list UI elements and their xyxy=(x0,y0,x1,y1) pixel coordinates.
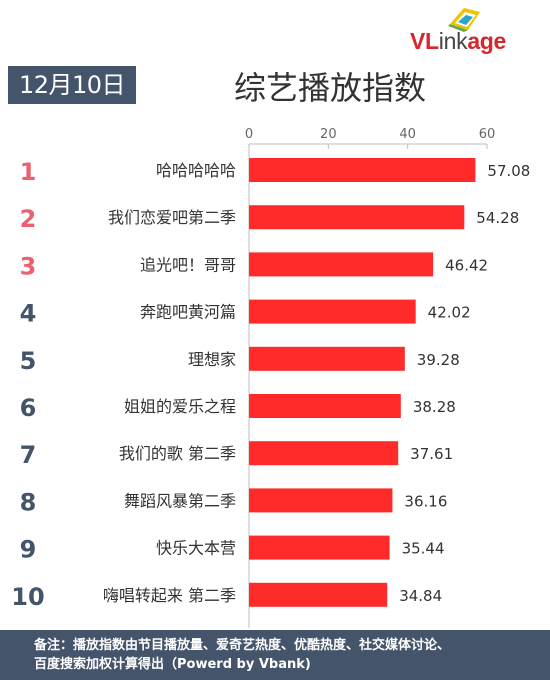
logo-mark-icon xyxy=(448,8,480,32)
value-label: 37.61 xyxy=(410,445,453,463)
bar-chart: 0 20 40 60 1 哈哈哈哈哈 57.08 2 我们恋爱吧第二季 54.28 3 追光吧！哥哥 4… xyxy=(11,127,530,628)
value-label: 38.28 xyxy=(413,398,456,416)
bar xyxy=(249,582,388,607)
x-tick-label: 0 xyxy=(245,127,253,142)
rank-number: 4 xyxy=(20,300,37,328)
rank-number: 8 xyxy=(20,488,37,516)
rank-number: 5 xyxy=(20,347,37,375)
vlinkage-logo: VLinkage xyxy=(408,6,544,56)
category-label: 姐姐的爱乐之程 xyxy=(124,397,236,416)
date-badge: 12月10日 xyxy=(8,66,136,104)
footer-line-2: 百度搜索加权计算得出（Powerd by Vbank) xyxy=(34,657,311,672)
rank-number: 6 xyxy=(20,394,37,422)
bar xyxy=(249,535,390,560)
bar xyxy=(249,158,476,182)
rank-number: 3 xyxy=(20,252,37,280)
x-tick-label: 60 xyxy=(479,127,496,142)
logo-brand-gray: ink xyxy=(438,28,468,54)
category-label: 哈哈哈哈哈 xyxy=(156,161,236,180)
logo-brand-tail: age xyxy=(467,28,507,54)
logo-brand-red: VL xyxy=(410,28,439,54)
footer-line-1: 备注：播放指数由节目播放量、爱奇艺热度、优酷热度、社交媒体讨论、 xyxy=(34,638,451,653)
logo-wordmark: VLinkage xyxy=(410,28,506,55)
value-label: 46.42 xyxy=(445,256,488,274)
category-label: 快乐大本营 xyxy=(156,539,236,558)
value-label: 35.44 xyxy=(402,540,445,558)
bar xyxy=(249,441,399,466)
value-label: 57.08 xyxy=(487,162,530,180)
category-label: 我们恋爱吧第二季 xyxy=(108,208,236,227)
category-label: 我们的歌 第二季 xyxy=(119,444,236,463)
rank-number: 7 xyxy=(20,441,37,469)
footer-note: 备注：播放指数由节目播放量、爱奇艺热度、优酷热度、社交媒体讨论、 百度搜索加权计… xyxy=(0,630,550,680)
rank-number: 1 xyxy=(20,158,37,186)
value-label: 42.02 xyxy=(428,304,471,322)
bar xyxy=(249,252,434,277)
bar xyxy=(249,394,401,418)
value-label: 36.16 xyxy=(404,492,447,510)
value-label: 39.28 xyxy=(417,351,460,369)
bar xyxy=(249,488,393,513)
bar xyxy=(249,205,465,230)
category-label: 舞蹈风暴第二季 xyxy=(124,491,236,510)
value-label: 54.28 xyxy=(476,209,519,227)
x-tick-label: 40 xyxy=(399,127,416,142)
chart-title: 综艺播放指数 xyxy=(233,69,426,107)
rank-number: 9 xyxy=(20,536,37,564)
x-tick-label: 20 xyxy=(320,127,337,142)
rank-number: 10 xyxy=(11,583,44,611)
bar xyxy=(249,346,405,371)
rank-number: 2 xyxy=(20,205,37,233)
category-label: 理想家 xyxy=(188,350,236,369)
value-label: 34.84 xyxy=(399,587,442,605)
category-label: 奔跑吧黄河篇 xyxy=(140,303,236,322)
bar xyxy=(249,299,416,324)
category-label: 嗨唱转起来 第二季 xyxy=(103,586,236,605)
category-label: 追光吧！哥哥 xyxy=(140,255,236,274)
